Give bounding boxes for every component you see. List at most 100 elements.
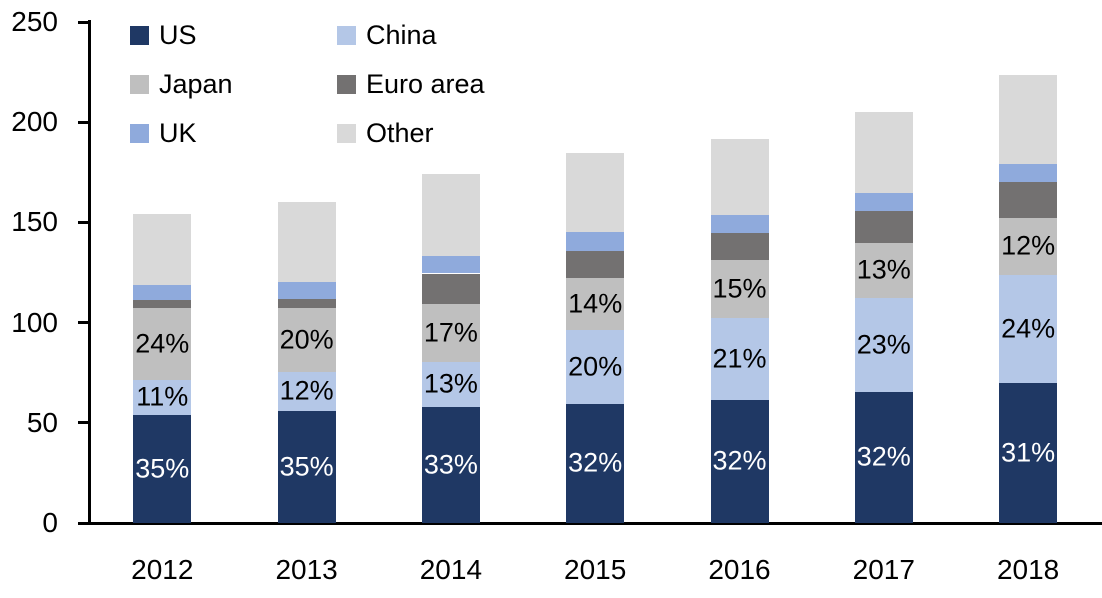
bar-2016-japan-segment	[710, 260, 769, 318]
bar-2013-other-segment	[277, 202, 336, 282]
bar-2016-uk-segment	[710, 215, 769, 234]
bar-2014-other-segment	[421, 174, 480, 257]
bar-2018-other-segment	[999, 75, 1058, 165]
y-axis-line	[88, 20, 91, 525]
x-axis-label-2017: 2017	[852, 554, 915, 585]
bar-2012-china-segment	[133, 379, 192, 415]
bar-2016-euro-area-segment	[710, 233, 769, 261]
legend-item-euro-area: Euro area	[337, 71, 485, 98]
bar-2013-us-label: 35%	[279, 451, 334, 482]
bar-2016-us-label: 32%	[712, 445, 767, 476]
bar-2018-us-segment	[999, 382, 1058, 523]
bar-2013-us-segment	[277, 410, 336, 523]
bar-2015-us-label: 32%	[568, 447, 623, 478]
bar-2013-japan-segment	[277, 307, 336, 372]
y-axis-tick-label: 200	[11, 106, 58, 138]
y-axis-tick	[78, 321, 90, 325]
y-axis-tick-label: 100	[11, 306, 58, 338]
bar-2017-other-segment	[854, 112, 913, 194]
bar-2015-euro-area-segment	[566, 251, 625, 278]
y-axis-tick	[78, 220, 90, 224]
legend-swatch-euro-area	[337, 75, 356, 94]
y-axis-tick	[78, 20, 90, 24]
bar-2015-japan-segment	[566, 277, 625, 330]
legend-item-us: US	[130, 22, 337, 49]
bar-2018-japan-segment	[999, 218, 1058, 275]
legend-label-uk: UK	[159, 118, 197, 148]
bar-2012-china-label: 11%	[136, 381, 189, 412]
x-axis-label-2018: 2018	[996, 554, 1060, 585]
legend-swatch-japan	[130, 75, 149, 94]
legend-swatch-other	[337, 124, 356, 143]
y-axis-tick	[78, 120, 90, 124]
bar-2013-japan-label: 20%	[279, 324, 334, 355]
legend-label-us: US	[159, 20, 197, 50]
y-axis-tick-label: 0	[42, 507, 58, 538]
bar-2012-us-segment	[133, 414, 192, 523]
bar-2014-uk-segment	[421, 256, 480, 274]
bar-2015-china-label: 20%	[568, 351, 623, 382]
y-axis-tick-label: 50	[26, 406, 58, 438]
bar-2018-china-label: 24%	[1001, 313, 1056, 344]
bar-2013-euro-area-segment	[277, 298, 336, 308]
legend-item-japan: Japan	[130, 71, 337, 98]
bar-2017-china-segment	[854, 297, 913, 392]
chart-legend: US China Japan Euro area UK Other	[130, 11, 485, 158]
bar-2015-other-segment	[566, 153, 625, 233]
bar-2018-japan-label: 12%	[1001, 230, 1056, 261]
bar-2017-euro-area-segment	[854, 211, 913, 244]
bar-2016-us-segment	[710, 399, 769, 523]
bar-2017-uk-segment	[854, 193, 913, 212]
bar-2016-china-segment	[710, 317, 769, 400]
bar-2017-japan-label: 13%	[856, 254, 911, 285]
legend-swatch-us	[130, 26, 149, 45]
legend-swatch-uk	[130, 124, 149, 143]
bar-2017-us-label: 32%	[856, 441, 911, 472]
bar-2015-uk-segment	[566, 232, 625, 252]
legend-label-other: Other	[366, 118, 434, 148]
x-axis-label-2012: 2012	[131, 554, 194, 585]
x-axis-label-2015: 2015	[564, 554, 627, 585]
bar-2017-us-segment	[854, 391, 913, 523]
bar-2016-japan-label: 15%	[712, 273, 767, 304]
bar-2014-japan-label: 17%	[423, 317, 478, 348]
y-axis-tick-label: 250	[11, 6, 58, 37]
x-axis-label-2013: 2013	[275, 554, 338, 585]
bar-2012-other-segment	[133, 214, 192, 285]
legend-label-china: China	[366, 20, 437, 50]
bar-2017-china-label: 23%	[856, 329, 911, 360]
bar-2012-japan-label: 24%	[135, 328, 190, 359]
legend-item-china: China	[337, 22, 485, 49]
x-axis-line	[88, 521, 1102, 525]
legend-label-japan: Japan	[159, 69, 233, 99]
legend-item-other: Other	[337, 120, 485, 147]
bar-2014-us-label: 33%	[423, 449, 478, 480]
bar-2012-uk-segment	[133, 284, 192, 300]
y-axis-tick-label: 150	[11, 206, 58, 238]
bar-2018-us-label: 31%	[1001, 437, 1056, 468]
bar-2014-china-segment	[421, 361, 480, 407]
y-axis-tick	[78, 421, 90, 425]
bar-2012-japan-segment	[133, 307, 192, 380]
y-axis-tick	[78, 521, 90, 525]
legend-label-euro-area: Euro area	[366, 69, 485, 99]
bar-2018-china-segment	[999, 274, 1058, 383]
x-axis-label-2014: 2014	[419, 554, 483, 585]
bar-2018-euro-area-segment	[999, 182, 1058, 219]
bar-2018-uk-segment	[999, 164, 1058, 183]
bar-2017-japan-segment	[854, 243, 913, 298]
bar-2012-us-label: 35%	[135, 453, 190, 484]
bar-2016-other-segment	[710, 139, 769, 216]
bar-2015-japan-label: 14%	[568, 288, 623, 319]
bar-2014-japan-segment	[421, 303, 480, 362]
bar-2014-euro-area-segment	[421, 273, 480, 304]
bar-2015-china-segment	[566, 329, 625, 404]
bar-2013-china-label: 12%	[279, 375, 334, 406]
bar-2012-euro-area-segment	[133, 299, 192, 308]
bar-2013-uk-segment	[277, 281, 336, 299]
bar-2013-china-segment	[277, 371, 336, 411]
legend-swatch-china	[337, 26, 356, 45]
bar-2014-china-label: 13%	[423, 368, 478, 399]
bar-2015-us-segment	[566, 403, 625, 523]
legend-item-uk: UK	[130, 120, 337, 147]
